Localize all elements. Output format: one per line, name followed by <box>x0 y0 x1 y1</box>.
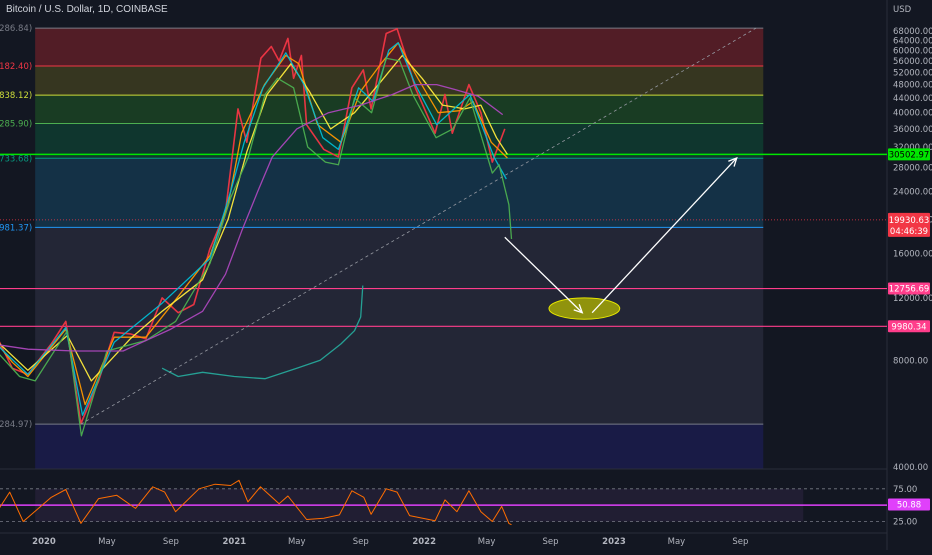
price-axis-tick: 60000.00 <box>893 46 932 56</box>
time-axis-tick: May <box>288 537 306 547</box>
dashed-trendline <box>80 27 757 425</box>
time-axis-tick: Sep <box>732 537 748 547</box>
fib-band <box>35 123 764 159</box>
rsi-axis-tick: 75.00 <box>893 485 917 495</box>
projection-arrow <box>504 236 583 314</box>
fib-level-label: 0.382(44838.12) <box>0 91 32 101</box>
price-tag-30502: 30502.97 <box>889 150 930 160</box>
fib-band <box>35 95 764 124</box>
time-axis-tick: May <box>478 537 496 547</box>
price-series-line <box>0 42 507 416</box>
projection-arrow-head <box>573 304 584 314</box>
price-tag-12756-bg <box>888 282 930 295</box>
fib-level-label: 0.236(54182.40) <box>0 62 32 72</box>
time-axis-tick: May <box>668 537 686 547</box>
fib-level-label: 0(69286.84) <box>0 24 32 34</box>
time-axis-tick: May <box>98 537 116 547</box>
countdown-tag: 04:46:39 <box>890 227 928 237</box>
last-price-tag-bg <box>888 212 930 237</box>
price-axis-tick: 8000.00 <box>893 356 928 366</box>
price-axis-tick: 12000.00 <box>893 294 932 304</box>
rsi-line <box>0 479 512 526</box>
price-axis-tick: 4000.00 <box>893 463 928 473</box>
projection-arrow-head <box>728 156 738 167</box>
price-series-line <box>0 83 504 352</box>
price-axis-currency: USD <box>893 5 912 15</box>
time-axis-tick: 2023 <box>602 537 626 547</box>
price-series-line <box>161 285 364 380</box>
price-axis-tick: 48000.00 <box>893 81 932 91</box>
time-axis-tick: 2020 <box>32 537 56 547</box>
price-tag-9980-bg <box>888 320 930 333</box>
fib-level-label: 1(5284.97) <box>0 420 32 430</box>
price-axis-tick: 32000.00 <box>893 143 932 153</box>
time-axis-tick: Sep <box>543 537 559 547</box>
price-series-line <box>0 42 508 406</box>
price-axis-tick: 16000.00 <box>893 250 932 260</box>
price-tag-30502-bg <box>888 148 930 161</box>
rsi-value-tag-bg <box>888 498 930 511</box>
time-axis-tick: 2022 <box>412 537 436 547</box>
time-axis-tick: 2021 <box>223 537 247 547</box>
rsi-axis-tick: 25.00 <box>893 517 917 527</box>
price-axis-tick: 44000.00 <box>893 94 932 104</box>
fib-level-label: 0.786(18981.37) <box>0 223 32 233</box>
price-series-line <box>0 27 506 425</box>
chart-title: Bitcoin / U.S. Dollar, 1D, COINBASE <box>6 4 168 15</box>
price-axis-tick: 28000.00 <box>893 164 932 174</box>
rsi-value-tag: 50.88 <box>897 501 921 511</box>
price-axis-tick: 68000.00 <box>893 27 932 37</box>
projection-arrow <box>591 157 738 314</box>
last-price-tag: 19930.63 <box>889 216 930 226</box>
price-axis-tick: 36000.00 <box>893 125 932 135</box>
fib-band <box>35 424 764 469</box>
price-axis-tick: 52000.00 <box>893 68 932 78</box>
price-tag-12756: 12756.69 <box>889 285 930 295</box>
fib-band <box>35 65 764 96</box>
price-axis-tick: 40000.00 <box>893 109 932 119</box>
fib-band <box>35 158 764 228</box>
price-axis-tick: 64000.00 <box>893 36 932 46</box>
price-series-line <box>0 57 513 437</box>
time-axis-tick: Sep <box>353 537 369 547</box>
fib-level-label: 0.5(37285.90) <box>0 119 32 129</box>
fib-level-label: 0.618(29733.68) <box>0 154 32 164</box>
price-axis-tick: 56000.00 <box>893 57 932 67</box>
price-tag-9980: 9980.34 <box>891 322 926 332</box>
target-zone-ellipse <box>548 297 621 320</box>
time-axis-tick: Sep <box>163 537 179 547</box>
price-axis-tick: 24000.00 <box>893 187 932 197</box>
